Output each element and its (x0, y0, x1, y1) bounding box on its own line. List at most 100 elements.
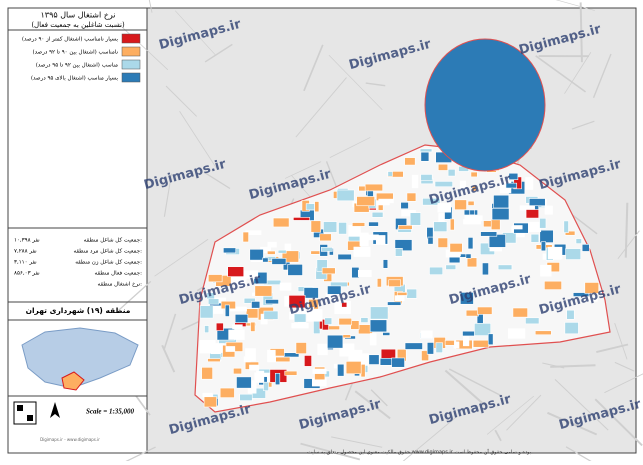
block (405, 343, 422, 350)
block (306, 204, 314, 210)
block (338, 254, 352, 260)
block (263, 382, 268, 391)
block (428, 237, 433, 244)
block (208, 359, 221, 362)
block (204, 397, 217, 407)
block (226, 346, 235, 351)
block (471, 172, 477, 177)
block (429, 267, 442, 275)
scale: Scale = 1:35,000 (86, 408, 135, 416)
block (446, 265, 456, 270)
subtitle: (نسبت شاغلین به جمعیت فعال) (31, 21, 125, 29)
block (225, 305, 229, 317)
block (233, 325, 243, 329)
block (421, 331, 432, 338)
block (392, 358, 405, 367)
block (304, 355, 311, 366)
block (216, 323, 223, 331)
block (321, 247, 332, 251)
block (420, 149, 432, 152)
block (370, 307, 388, 319)
legend-swatch (122, 47, 140, 56)
stat-label: نرخ اشتغال منطقه: (98, 282, 143, 288)
block (488, 334, 493, 345)
block (389, 280, 401, 287)
block (365, 184, 383, 191)
block (293, 217, 309, 220)
block (388, 172, 393, 177)
block (275, 373, 279, 384)
block (296, 342, 307, 353)
block (327, 335, 343, 348)
block (397, 292, 407, 295)
block (407, 289, 417, 298)
block (349, 225, 361, 237)
qr-code (27, 415, 33, 421)
block (454, 342, 459, 348)
block (379, 199, 394, 203)
block (223, 248, 235, 253)
block (513, 225, 522, 229)
block (528, 222, 540, 232)
block (564, 221, 569, 233)
stat-value: ۱۰,۳۹۸ نفر (14, 238, 40, 244)
block (323, 222, 336, 233)
block (322, 268, 335, 274)
block (445, 340, 454, 345)
block (272, 258, 286, 264)
block (235, 314, 248, 322)
block (360, 233, 368, 246)
block (401, 202, 409, 208)
block (361, 364, 365, 377)
block (463, 331, 475, 336)
block (545, 206, 553, 214)
block (268, 242, 277, 247)
legend-label: مناسب (اشتغال بین ۹۲ تا ۹۵ درصد) (36, 63, 118, 69)
block (466, 254, 471, 258)
block (381, 349, 395, 359)
block (369, 222, 379, 226)
block (292, 323, 309, 328)
block (264, 311, 278, 319)
stat-label: جمعیت کل شاغل زن منطقه: (75, 259, 142, 266)
block (256, 371, 263, 382)
block (383, 332, 390, 335)
block (421, 174, 432, 180)
block (249, 365, 258, 370)
block (468, 201, 474, 205)
footer: حقوق مالکیت معنوی این محصول متعلق به سای… (307, 449, 533, 456)
block (265, 299, 278, 303)
block (492, 208, 509, 220)
block (278, 250, 286, 253)
block (311, 221, 321, 233)
block (200, 306, 213, 318)
block (529, 199, 545, 206)
block (544, 281, 561, 289)
block (493, 195, 508, 208)
block (540, 218, 546, 228)
block (285, 371, 297, 375)
block (526, 210, 539, 219)
block (346, 361, 361, 373)
block (450, 243, 462, 252)
block (421, 152, 429, 161)
block (325, 318, 332, 325)
block (345, 344, 354, 356)
stat-value: ۷,۲۸۸ نفر (14, 249, 37, 255)
block (352, 223, 365, 227)
block (465, 216, 483, 221)
block (367, 191, 373, 197)
block (548, 247, 562, 259)
block (531, 234, 539, 242)
block (450, 219, 454, 230)
block (337, 190, 354, 201)
block (313, 369, 326, 374)
block (395, 296, 404, 301)
block (339, 318, 352, 325)
legend-label: بسیار نامناسب (اشتغال کمتر از ۹۰ درصد) (22, 36, 119, 43)
block (370, 333, 376, 345)
block (250, 249, 264, 260)
block (376, 235, 385, 244)
block (251, 322, 255, 331)
block (288, 264, 303, 275)
